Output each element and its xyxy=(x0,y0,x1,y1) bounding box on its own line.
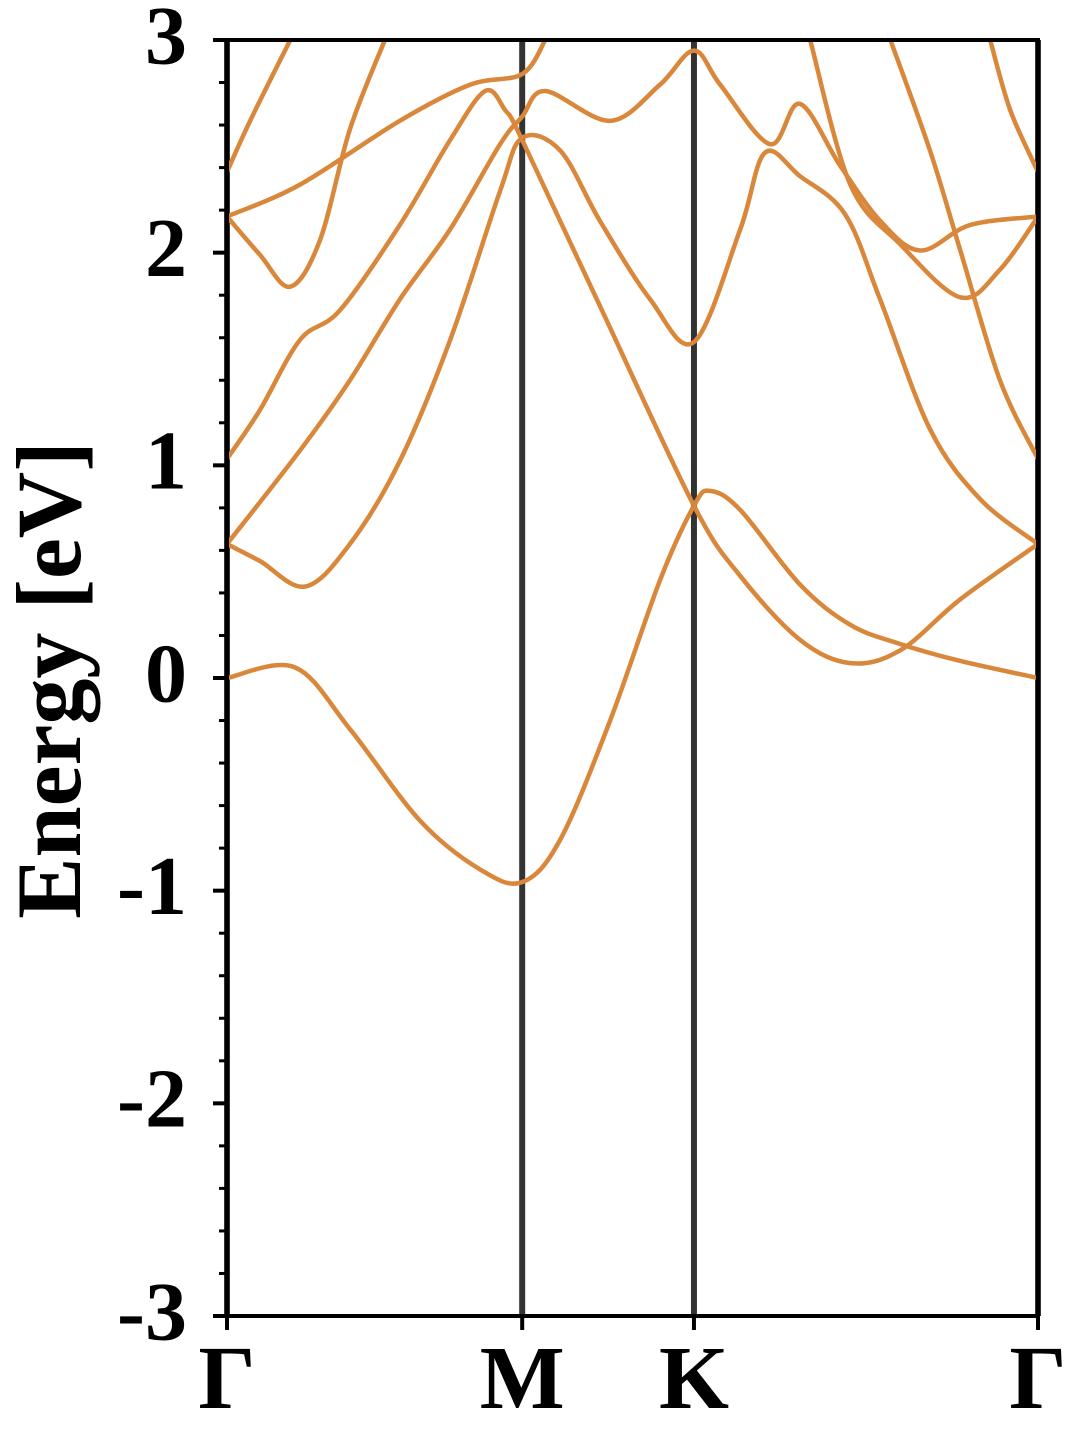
band-line xyxy=(227,87,1038,666)
band-line xyxy=(888,40,1038,462)
x-tick-label: K xyxy=(659,1329,729,1428)
y-tick-label: 0 xyxy=(145,627,187,720)
y-tick-label: 3 xyxy=(145,0,187,82)
band-line xyxy=(227,132,1038,589)
bands xyxy=(227,40,1038,886)
band-line xyxy=(227,488,1038,886)
x-tick-label: Γ xyxy=(1009,1329,1066,1428)
x-tick-label: Γ xyxy=(198,1329,255,1428)
band-line xyxy=(227,40,293,175)
y-axis-label: Energy [eV] xyxy=(0,441,100,919)
y-tick-label: -2 xyxy=(117,1053,187,1146)
band-line xyxy=(227,40,388,289)
band-line xyxy=(807,40,1038,301)
y-tick-label: -3 xyxy=(117,1265,187,1358)
y-tick-label: -1 xyxy=(117,840,187,933)
band-line xyxy=(227,40,548,219)
plot-frame xyxy=(225,38,1040,1318)
x-tick-label: M xyxy=(480,1329,565,1428)
y-tick-label: 2 xyxy=(145,202,187,295)
y-tick-label: 1 xyxy=(145,415,187,508)
grid-layer xyxy=(224,40,1041,1316)
band-line xyxy=(987,40,1038,175)
band-line xyxy=(227,48,1038,547)
ticks: -3 -2 -1 0 1 2 3 Γ M K Γ xyxy=(117,0,1067,1428)
